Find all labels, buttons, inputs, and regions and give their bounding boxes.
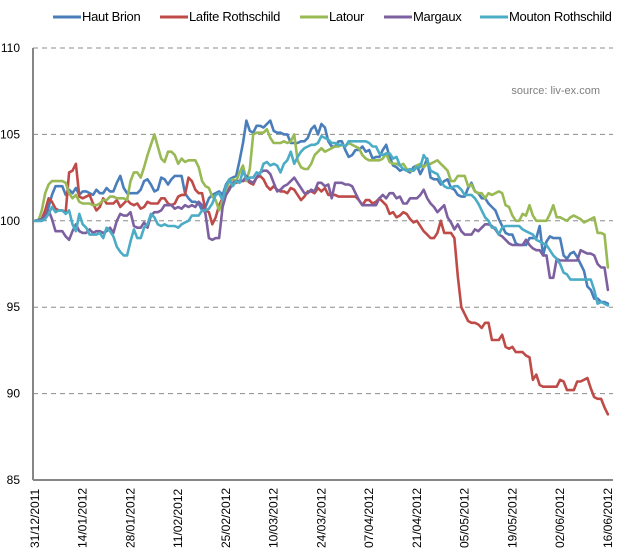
series-line-margaux bbox=[33, 169, 610, 292]
x-tick-label: 02/06/2012 bbox=[553, 488, 567, 548]
series-line-haut-brion bbox=[33, 119, 610, 305]
x-tick-label: 11/02/2012 bbox=[171, 489, 185, 548]
x-tick-label: 25/02/2012 bbox=[219, 488, 233, 548]
legend: Haut Brion Lafite Rothschild Latour Margaux… bbox=[53, 9, 612, 24]
y-tick-label: 100 bbox=[0, 214, 20, 228]
series-line-latour bbox=[33, 127, 610, 269]
legend-item-haut-brion: Haut Brion bbox=[53, 9, 141, 24]
axes bbox=[32, 48, 613, 481]
y-axis-ticks: 85 90 95 100 105 110 bbox=[0, 41, 20, 487]
series-line-mouton-rothschild bbox=[33, 134, 610, 307]
series-lines bbox=[33, 119, 610, 416]
gridlines bbox=[33, 47, 613, 395]
x-axis-ticks: 31/12/2011 14/01/2012 28/01/2012 11/02/2012… bbox=[28, 488, 615, 548]
x-tick-label: 21/04/2012 bbox=[410, 488, 424, 548]
x-tick-label: 05/05/2012 bbox=[458, 488, 472, 548]
legend-label: Lafite Rothschild bbox=[189, 9, 280, 24]
legend-item-latour: Latour bbox=[300, 9, 365, 24]
x-tick-label: 07/04/2012 bbox=[362, 488, 376, 548]
y-tick-label: 90 bbox=[7, 387, 21, 401]
y-tick-label: 110 bbox=[1, 41, 20, 55]
legend-item-mouton-rothschild: Mouton Rothschild bbox=[480, 9, 612, 24]
y-tick-label: 95 bbox=[7, 300, 21, 314]
legend-item-lafite-rothschild: Lafite Rothschild bbox=[160, 9, 280, 24]
x-tick-label: 28/01/2012 bbox=[123, 488, 137, 548]
x-tick-label: 24/03/2012 bbox=[314, 488, 328, 548]
x-tick-label: 10/03/2012 bbox=[267, 488, 281, 548]
source-annotation: source: liv-ex.com bbox=[511, 85, 600, 97]
legend-label: Latour bbox=[329, 9, 365, 24]
y-tick-label: 105 bbox=[0, 127, 20, 141]
legend-label: Mouton Rothschild bbox=[509, 9, 612, 24]
series-line-lafite-rothschild bbox=[33, 162, 610, 416]
x-tick-label: 16/06/2012 bbox=[601, 488, 615, 548]
y-tick-label: 85 bbox=[7, 473, 21, 487]
legend-item-margaux: Margaux bbox=[384, 9, 463, 24]
x-tick-label: 31/12/2011 bbox=[28, 489, 42, 548]
x-tick-label: 14/01/2012 bbox=[76, 488, 90, 548]
legend-label: Margaux bbox=[413, 9, 462, 24]
x-tick-label: 19/05/2012 bbox=[505, 488, 519, 548]
legend-label: Haut Brion bbox=[82, 9, 140, 24]
